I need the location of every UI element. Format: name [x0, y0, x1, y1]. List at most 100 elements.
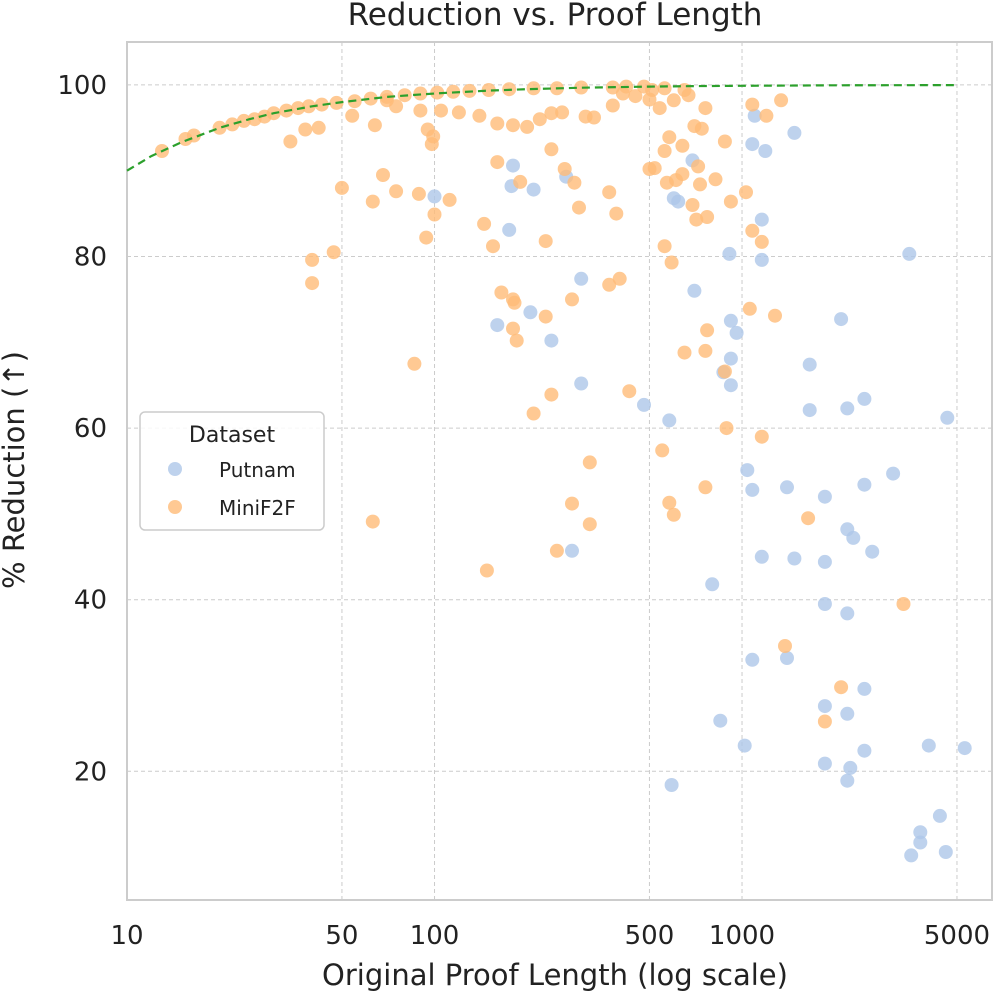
point-minif2f [426, 129, 441, 144]
point-putnam [526, 182, 541, 197]
point-putnam [490, 318, 505, 333]
point-minif2f [587, 110, 601, 125]
point-minif2f [298, 122, 313, 137]
point-minif2f [212, 120, 227, 135]
point-putnam [780, 651, 794, 665]
point-putnam [574, 376, 589, 391]
point-minif2f [664, 255, 679, 270]
point-minif2f [509, 333, 524, 348]
x-tick-label: 100 [410, 921, 460, 951]
point-minif2f [311, 120, 326, 135]
point-putnam [729, 325, 744, 340]
point-minif2f [582, 517, 597, 532]
point-minif2f [565, 292, 579, 307]
point-minif2f [675, 138, 690, 153]
point-putnam [938, 845, 953, 859]
point-putnam [722, 246, 737, 261]
point-putnam [662, 413, 677, 428]
point-minif2f [413, 103, 428, 118]
point-minif2f [574, 80, 589, 95]
point-minif2f [778, 639, 792, 653]
point-minif2f [657, 239, 672, 254]
point-minif2f [677, 345, 692, 360]
y-tick-label: 80 [74, 243, 107, 273]
point-minif2f [817, 714, 832, 729]
point-putnam [723, 378, 738, 393]
y-tick-label: 100 [57, 71, 107, 101]
point-putnam [713, 713, 728, 728]
series-putnam [427, 108, 972, 863]
point-minif2f [477, 216, 492, 231]
point-minif2f [520, 119, 535, 134]
point-putnam [940, 410, 955, 425]
point-minif2f [419, 230, 434, 245]
x-tick-label: 50 [325, 921, 358, 951]
point-putnam [740, 463, 755, 478]
y-axis-title: % Reduction (↑) [0, 351, 31, 589]
point-putnam [787, 551, 802, 566]
point-putnam [817, 597, 832, 611]
point-minif2f [657, 144, 672, 158]
point-putnam [754, 252, 769, 267]
point-putnam [817, 489, 832, 504]
point-minif2f [365, 514, 380, 529]
point-putnam [904, 848, 919, 863]
point-putnam [723, 313, 738, 328]
point-minif2f [494, 285, 509, 300]
point-minif2f [544, 106, 559, 121]
point-minif2f [305, 276, 320, 291]
point-minif2f [759, 108, 774, 123]
point-putnam [637, 397, 651, 412]
legend-label-putnam: Putnam [219, 458, 296, 482]
point-minif2f [698, 101, 713, 116]
point-minif2f [681, 88, 696, 103]
point-minif2f [506, 118, 520, 133]
point-putnam [921, 738, 936, 753]
point-minif2f [326, 245, 341, 260]
point-minif2f [538, 234, 553, 249]
point-putnam [817, 554, 832, 569]
point-minif2f [745, 223, 760, 238]
point-minif2f [582, 455, 597, 470]
point-putnam [745, 482, 760, 497]
point-putnam [913, 835, 928, 850]
legend-marker-minif2f [168, 500, 182, 514]
point-putnam [787, 125, 802, 140]
point-minif2f [334, 180, 349, 195]
point-minif2f [719, 421, 734, 436]
series-minif2f [155, 79, 911, 729]
point-minif2f [675, 167, 690, 182]
point-minif2f [685, 198, 700, 212]
point-minif2f [479, 563, 494, 578]
x-axis-ticks: 10 50 100 500 1000 5000 [110, 921, 990, 951]
point-putnam [840, 706, 855, 721]
x-tick-label: 1000 [709, 921, 775, 951]
point-minif2f [430, 85, 445, 100]
x-tick-label: 10 [110, 921, 143, 951]
x-tick-label: 5000 [924, 921, 990, 951]
point-minif2f [739, 185, 753, 200]
fit-line [126, 84, 958, 172]
point-minif2f [567, 175, 582, 190]
point-minif2f [389, 99, 404, 114]
point-minif2f [645, 83, 660, 97]
point-putnam [502, 222, 517, 237]
point-minif2f [700, 210, 715, 224]
point-minif2f [305, 252, 320, 267]
fit-line-layer [126, 84, 958, 172]
point-minif2f [434, 103, 448, 118]
point-minif2f [367, 118, 382, 133]
chart-title: Reduction vs. Proof Length [348, 0, 763, 33]
point-putnam [544, 333, 559, 348]
point-minif2f [236, 113, 251, 128]
point-minif2f [615, 86, 630, 101]
point-minif2f [557, 162, 572, 176]
point-putnam [664, 778, 679, 792]
point-minif2f [225, 117, 240, 132]
point-minif2f [693, 177, 707, 192]
point-minif2f [363, 91, 378, 106]
point-minif2f [662, 495, 677, 510]
point-minif2f [657, 81, 672, 96]
point-minif2f [754, 429, 769, 444]
